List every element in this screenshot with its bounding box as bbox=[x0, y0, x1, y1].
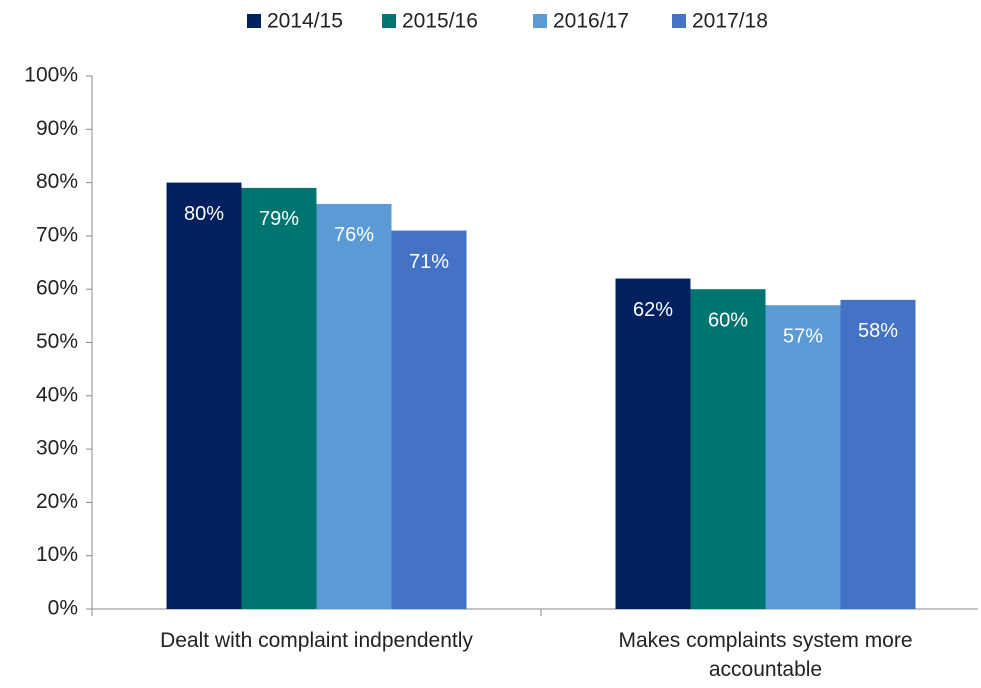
bar bbox=[391, 230, 467, 609]
y-tick-label: 0% bbox=[48, 597, 78, 620]
y-tick-label: 20% bbox=[36, 490, 78, 513]
legend-swatch bbox=[533, 14, 547, 28]
bar bbox=[765, 305, 841, 609]
legend-label: 2014/15 bbox=[267, 10, 343, 33]
bar bbox=[840, 299, 916, 609]
x-tick-label: Dealt with complaint indpendently bbox=[160, 629, 473, 652]
bar bbox=[166, 182, 242, 609]
y-tick-label: 60% bbox=[36, 277, 78, 300]
y-tick-label: 90% bbox=[36, 117, 78, 140]
bar bbox=[615, 278, 691, 609]
y-tick-label: 50% bbox=[36, 330, 78, 353]
legend-label: 2015/16 bbox=[402, 10, 478, 33]
legend-swatch bbox=[247, 14, 261, 28]
value-label: 62% bbox=[633, 299, 673, 321]
bar bbox=[241, 187, 317, 609]
legend-swatch bbox=[382, 14, 396, 28]
x-tick-label: Makes complaints system more accountable bbox=[618, 629, 913, 681]
value-label: 76% bbox=[334, 224, 374, 246]
y-tick-label: 80% bbox=[36, 170, 78, 193]
bar bbox=[316, 203, 392, 610]
legend-label: 2017/18 bbox=[692, 10, 768, 33]
bar bbox=[690, 289, 766, 609]
y-tick-label: 40% bbox=[36, 383, 78, 406]
y-tick-label: 70% bbox=[36, 223, 78, 246]
y-tick-label: 30% bbox=[36, 437, 78, 460]
value-label: 80% bbox=[184, 203, 224, 225]
y-tick-label: 100% bbox=[24, 64, 78, 87]
value-label: 60% bbox=[708, 309, 748, 331]
legend-swatch bbox=[672, 14, 686, 28]
value-label: 58% bbox=[858, 320, 898, 342]
y-tick-label: 10% bbox=[36, 543, 78, 566]
value-label: 71% bbox=[409, 251, 449, 273]
value-label: 57% bbox=[783, 325, 823, 347]
legend-label: 2016/17 bbox=[553, 10, 629, 33]
value-label: 79% bbox=[259, 208, 299, 230]
